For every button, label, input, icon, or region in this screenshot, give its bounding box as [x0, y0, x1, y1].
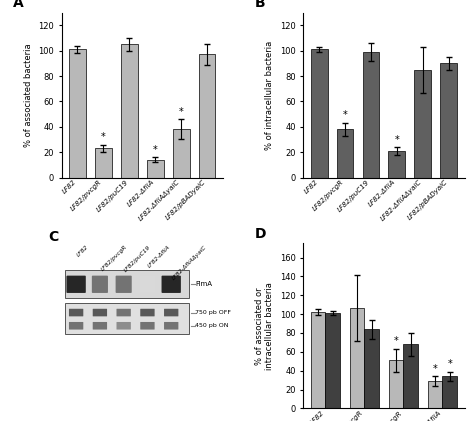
FancyBboxPatch shape [93, 309, 107, 316]
Bar [173, 129, 190, 178]
FancyBboxPatch shape [117, 322, 131, 330]
Bar [363, 52, 379, 178]
FancyBboxPatch shape [117, 309, 131, 316]
Bar [337, 129, 354, 178]
Bar [350, 308, 365, 408]
Bar [389, 360, 403, 408]
FancyBboxPatch shape [69, 309, 83, 316]
FancyBboxPatch shape [140, 322, 155, 330]
Text: LF82/puC19: LF82/puC19 [124, 244, 152, 273]
Text: *: * [393, 336, 398, 346]
FancyBboxPatch shape [139, 276, 155, 293]
Bar [65, 270, 189, 298]
Bar [310, 49, 328, 178]
Text: *: * [394, 135, 399, 144]
Text: 750 pb OFF: 750 pb OFF [195, 310, 231, 315]
Bar [199, 54, 216, 178]
Bar [121, 44, 137, 178]
FancyBboxPatch shape [164, 309, 178, 316]
Y-axis label: % of associated or
intracellular bacteria: % of associated or intracellular bacteri… [255, 282, 274, 370]
Y-axis label: % of associated bacteria: % of associated bacteria [24, 43, 33, 147]
Text: *: * [447, 359, 452, 369]
Bar [365, 329, 379, 408]
Bar [428, 381, 442, 408]
Text: FimA: FimA [195, 281, 212, 287]
Text: *: * [433, 363, 438, 373]
FancyBboxPatch shape [66, 276, 86, 293]
Bar [95, 148, 112, 178]
Bar [403, 344, 418, 408]
FancyBboxPatch shape [92, 276, 108, 293]
Text: LF82-ΔfliAΔyaiC: LF82-ΔfliAΔyaiC [171, 244, 208, 281]
Text: *: * [153, 145, 157, 155]
Text: D: D [255, 227, 266, 241]
Text: LF82/pvcgR: LF82/pvcgR [100, 244, 128, 272]
Bar [147, 160, 164, 178]
Text: LF82-ΔfliA: LF82-ΔfliA [147, 244, 172, 269]
Bar [65, 303, 189, 334]
Text: B: B [255, 0, 265, 10]
Text: LF82: LF82 [76, 244, 90, 258]
Bar [69, 49, 86, 178]
Bar [326, 313, 340, 408]
Bar [389, 151, 405, 178]
Text: A: A [13, 0, 24, 10]
FancyBboxPatch shape [116, 276, 132, 293]
FancyBboxPatch shape [140, 309, 155, 316]
FancyBboxPatch shape [93, 322, 107, 330]
Text: *: * [101, 132, 106, 142]
FancyBboxPatch shape [69, 322, 83, 330]
Bar [414, 70, 431, 178]
FancyBboxPatch shape [164, 322, 178, 330]
Text: *: * [343, 110, 347, 120]
Text: *: * [179, 107, 183, 117]
Bar [442, 376, 457, 408]
Text: 450 pb ON: 450 pb ON [195, 323, 229, 328]
Y-axis label: % of intracellular bacteria: % of intracellular bacteria [265, 40, 274, 150]
FancyBboxPatch shape [162, 276, 181, 293]
Bar [440, 64, 457, 178]
Text: C: C [49, 230, 59, 244]
Bar [310, 312, 326, 408]
